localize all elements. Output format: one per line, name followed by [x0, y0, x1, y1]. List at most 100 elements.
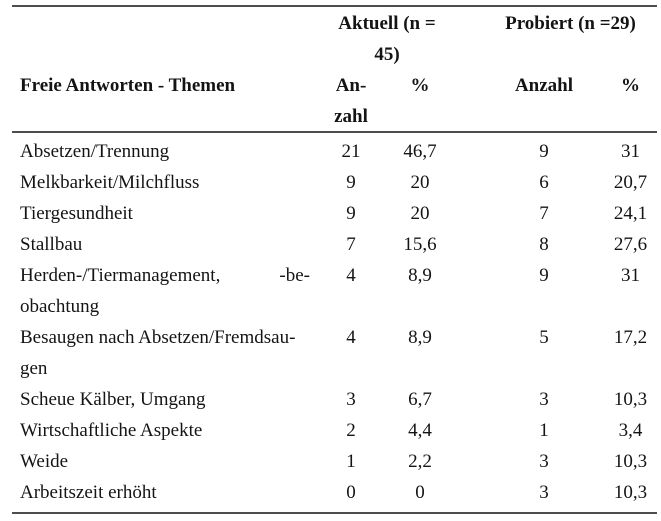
row-spacer-cell	[456, 384, 484, 415]
group-spacer-cell	[456, 8, 484, 70]
group-header-probiert: Probiert (n =29)	[505, 13, 636, 34]
row-spacer-cell	[456, 415, 484, 446]
cell-aktuell-pct: 20	[410, 172, 430, 193]
column-header-probiert-pct: %	[621, 75, 640, 96]
cell-aktuell-pct: 15,6	[403, 234, 437, 255]
cell-probiert-anzahl: 3	[539, 451, 549, 472]
free-answers-results-table: Aktuell (n = 45) Probiert (n =29) Freie …	[12, 5, 657, 514]
cell-aktuell-pct: 2,2	[408, 451, 432, 472]
row-label: Stallbau	[12, 229, 318, 260]
column-header-row: Freie Antworten - Themen An- zahl % Anza…	[12, 70, 657, 131]
row-label-segment: Herden-/Tiermanagement,	[20, 265, 221, 286]
cell-probiert-pct: 17,2	[613, 327, 648, 348]
row-spacer-cell	[456, 322, 484, 384]
row-spacer-cell	[456, 167, 484, 198]
cell-aktuell-pct: 6,7	[408, 389, 432, 410]
table-header: Aktuell (n = 45) Probiert (n =29) Freie …	[12, 5, 657, 133]
cell-aktuell-anzahl: 21	[341, 141, 361, 162]
row-label-line: Arbeitszeit erhöht	[20, 477, 310, 508]
group-header-empty-cell	[12, 8, 318, 70]
row-label-segment: Arbeitszeit erhöht	[20, 482, 157, 503]
cell-aktuell-anzahl: 7	[346, 234, 356, 255]
cell-aktuell-anzahl: 0	[346, 482, 356, 503]
cell-probiert-pct: 20,7	[613, 172, 648, 193]
table-row: Arbeitszeit erhöht 0 0 3 10,3	[12, 477, 657, 508]
row-label-segment: Stallbau	[20, 234, 83, 255]
row-label-line: Besaugen nach Absetzen/Fremdsau-	[20, 322, 310, 353]
cell-aktuell-pct: 0	[415, 482, 425, 503]
row-label-line: Herden-/Tiermanagement, -be-	[20, 260, 310, 291]
table-row: Tiergesundheit 9 20 7 24,1	[12, 198, 657, 229]
row-label-segment: Weide	[20, 451, 69, 472]
cell-probiert-pct: 27,6	[613, 234, 648, 255]
row-label-line: Wirtschaftliche Aspekte	[20, 415, 310, 446]
column-header-aktuell-pct: %	[410, 75, 430, 96]
row-label: Wirtschaftliche Aspekte	[12, 415, 318, 446]
cell-probiert-pct: 24,1	[613, 203, 648, 224]
cell-probiert-pct: 31	[621, 141, 640, 162]
row-label-segment: -be-	[279, 265, 310, 286]
cell-aktuell-anzahl: 1	[346, 451, 356, 472]
row-spacer-cell	[456, 229, 484, 260]
row-label-segment: Melkbarkeit/Milchfluss	[20, 172, 200, 193]
cell-probiert-anzahl: 8	[539, 234, 549, 255]
cell-probiert-pct: 10,3	[613, 482, 648, 503]
row-label-segment: obachtung	[20, 296, 100, 317]
cell-probiert-anzahl: 6	[539, 172, 549, 193]
row-label-segment: Tiergesundheit	[20, 203, 133, 224]
cell-aktuell-anzahl: 9	[346, 172, 356, 193]
cell-probiert-anzahl: 1	[539, 420, 549, 441]
cell-aktuell-pct: 20	[410, 203, 430, 224]
column-header-probiert-anzahl: Anzahl	[514, 75, 574, 96]
table-row: Melkbarkeit/Milchfluss 9 20 6 20,7	[12, 167, 657, 198]
cell-probiert-anzahl: 9	[539, 141, 549, 162]
cell-probiert-anzahl: 7	[539, 203, 549, 224]
row-label-line: Weide	[20, 446, 310, 477]
cell-aktuell-anzahl: 9	[346, 203, 356, 224]
cell-aktuell-anzahl: 4	[346, 265, 356, 286]
cell-aktuell-anzahl: 4	[346, 327, 356, 348]
cell-aktuell-anzahl: 3	[346, 389, 356, 410]
cell-probiert-anzahl: 5	[539, 327, 549, 348]
row-label-line: gen	[20, 353, 310, 384]
cell-aktuell-pct: 8,9	[408, 265, 432, 286]
row-spacer-cell	[456, 198, 484, 229]
group-header-row: Aktuell (n = 45) Probiert (n =29)	[12, 7, 657, 70]
cell-probiert-anzahl: 3	[539, 389, 549, 410]
cell-aktuell-pct: 4,4	[408, 420, 432, 441]
row-label: Scheue Kälber, Umgang	[12, 384, 318, 415]
cell-probiert-pct: 10,3	[613, 389, 648, 410]
table-row: Scheue Kälber, Umgang 3 6,7 3 10,3	[12, 384, 657, 415]
row-label-segment: Wirtschaftliche Aspekte	[20, 420, 203, 441]
subheader-spacer-cell	[456, 70, 484, 131]
row-label: Absetzen/Trennung	[12, 136, 318, 167]
row-label: Herden-/Tiermanagement, -be-obachtung	[12, 260, 318, 322]
group-header-aktuell: Aktuell (n = 45)	[338, 13, 436, 65]
row-label-line: obachtung	[20, 291, 310, 322]
row-label-segment: Absetzen/Trennung	[20, 141, 170, 162]
row-label-line: Melkbarkeit/Milchfluss	[20, 167, 310, 198]
table-row: Weide 1 2,2 3 10,3	[12, 446, 657, 477]
cell-probiert-anzahl: 3	[539, 482, 549, 503]
cell-aktuell-anzahl: 2	[346, 420, 356, 441]
row-label-segment: Besaugen nach Absetzen/Fremdsau-	[20, 327, 296, 348]
row-spacer-cell	[456, 260, 484, 322]
cell-aktuell-pct: 8,9	[408, 327, 432, 348]
row-spacer-cell	[456, 477, 484, 508]
row-label-segment: Scheue Kälber, Umgang	[20, 389, 206, 410]
cell-probiert-pct: 10,3	[613, 451, 648, 472]
table-row: Wirtschaftliche Aspekte 2 4,4 1 3,4	[12, 415, 657, 446]
row-label-segment: gen	[20, 358, 48, 379]
table-body: Absetzen/Trennung 21 46,7 9 31 Melkbarkeit/Mi…	[12, 133, 657, 514]
row-label: Arbeitszeit erhöht	[12, 477, 318, 508]
cell-aktuell-pct: 46,7	[403, 141, 437, 162]
column-header-themen: Freie Antworten - Themen	[20, 75, 236, 96]
table-row: Stallbau 7 15,6 8 27,6	[12, 229, 657, 260]
row-label: Weide	[12, 446, 318, 477]
table-row: Besaugen nach Absetzen/Fremdsau-gen 4 8,9 5…	[12, 322, 657, 384]
cell-probiert-pct: 31	[621, 265, 640, 286]
row-label: Tiergesundheit	[12, 198, 318, 229]
row-label-line: Scheue Kälber, Umgang	[20, 384, 310, 415]
row-label-line: Stallbau	[20, 229, 310, 260]
cell-probiert-pct: 3,4	[618, 420, 643, 441]
